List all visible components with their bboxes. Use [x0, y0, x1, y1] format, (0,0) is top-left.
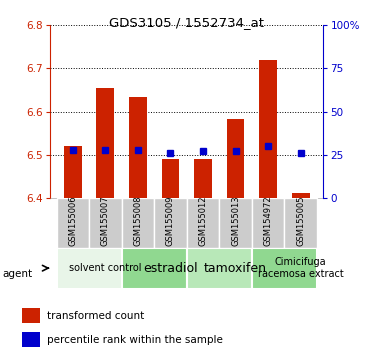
- Bar: [259, 60, 277, 198]
- Text: GDS3105 / 1552734_at: GDS3105 / 1552734_at: [109, 16, 264, 29]
- Bar: [187, 248, 252, 289]
- Bar: [22, 308, 40, 323]
- Text: GSM155008: GSM155008: [134, 195, 142, 246]
- Text: GSM155006: GSM155006: [68, 195, 77, 246]
- Bar: [285, 198, 317, 248]
- Text: GSM154972: GSM154972: [264, 195, 273, 246]
- Bar: [219, 198, 252, 248]
- Bar: [57, 198, 89, 248]
- Text: transformed count: transformed count: [47, 310, 144, 321]
- Bar: [292, 193, 310, 198]
- Text: estradiol: estradiol: [143, 262, 198, 275]
- Bar: [187, 198, 219, 248]
- Text: tamoxifen: tamoxifen: [204, 262, 267, 275]
- Text: GSM155005: GSM155005: [296, 195, 305, 246]
- Bar: [22, 332, 40, 347]
- Bar: [154, 198, 187, 248]
- Bar: [129, 97, 147, 198]
- Bar: [64, 146, 82, 198]
- Text: Cimicifuga
racemosa extract: Cimicifuga racemosa extract: [258, 257, 343, 279]
- Bar: [122, 248, 187, 289]
- Bar: [227, 119, 244, 198]
- Text: percentile rank within the sample: percentile rank within the sample: [47, 335, 223, 345]
- Bar: [89, 198, 122, 248]
- Bar: [161, 159, 179, 198]
- Text: GSM155009: GSM155009: [166, 195, 175, 246]
- Bar: [96, 88, 114, 198]
- Bar: [194, 159, 212, 198]
- Bar: [252, 248, 317, 289]
- Text: agent: agent: [2, 269, 32, 279]
- Text: solvent control: solvent control: [69, 263, 142, 273]
- Bar: [122, 198, 154, 248]
- Bar: [57, 248, 122, 289]
- Text: GSM155013: GSM155013: [231, 195, 240, 246]
- Bar: [252, 198, 285, 248]
- Text: GSM155012: GSM155012: [199, 195, 208, 246]
- Text: GSM155007: GSM155007: [101, 195, 110, 246]
